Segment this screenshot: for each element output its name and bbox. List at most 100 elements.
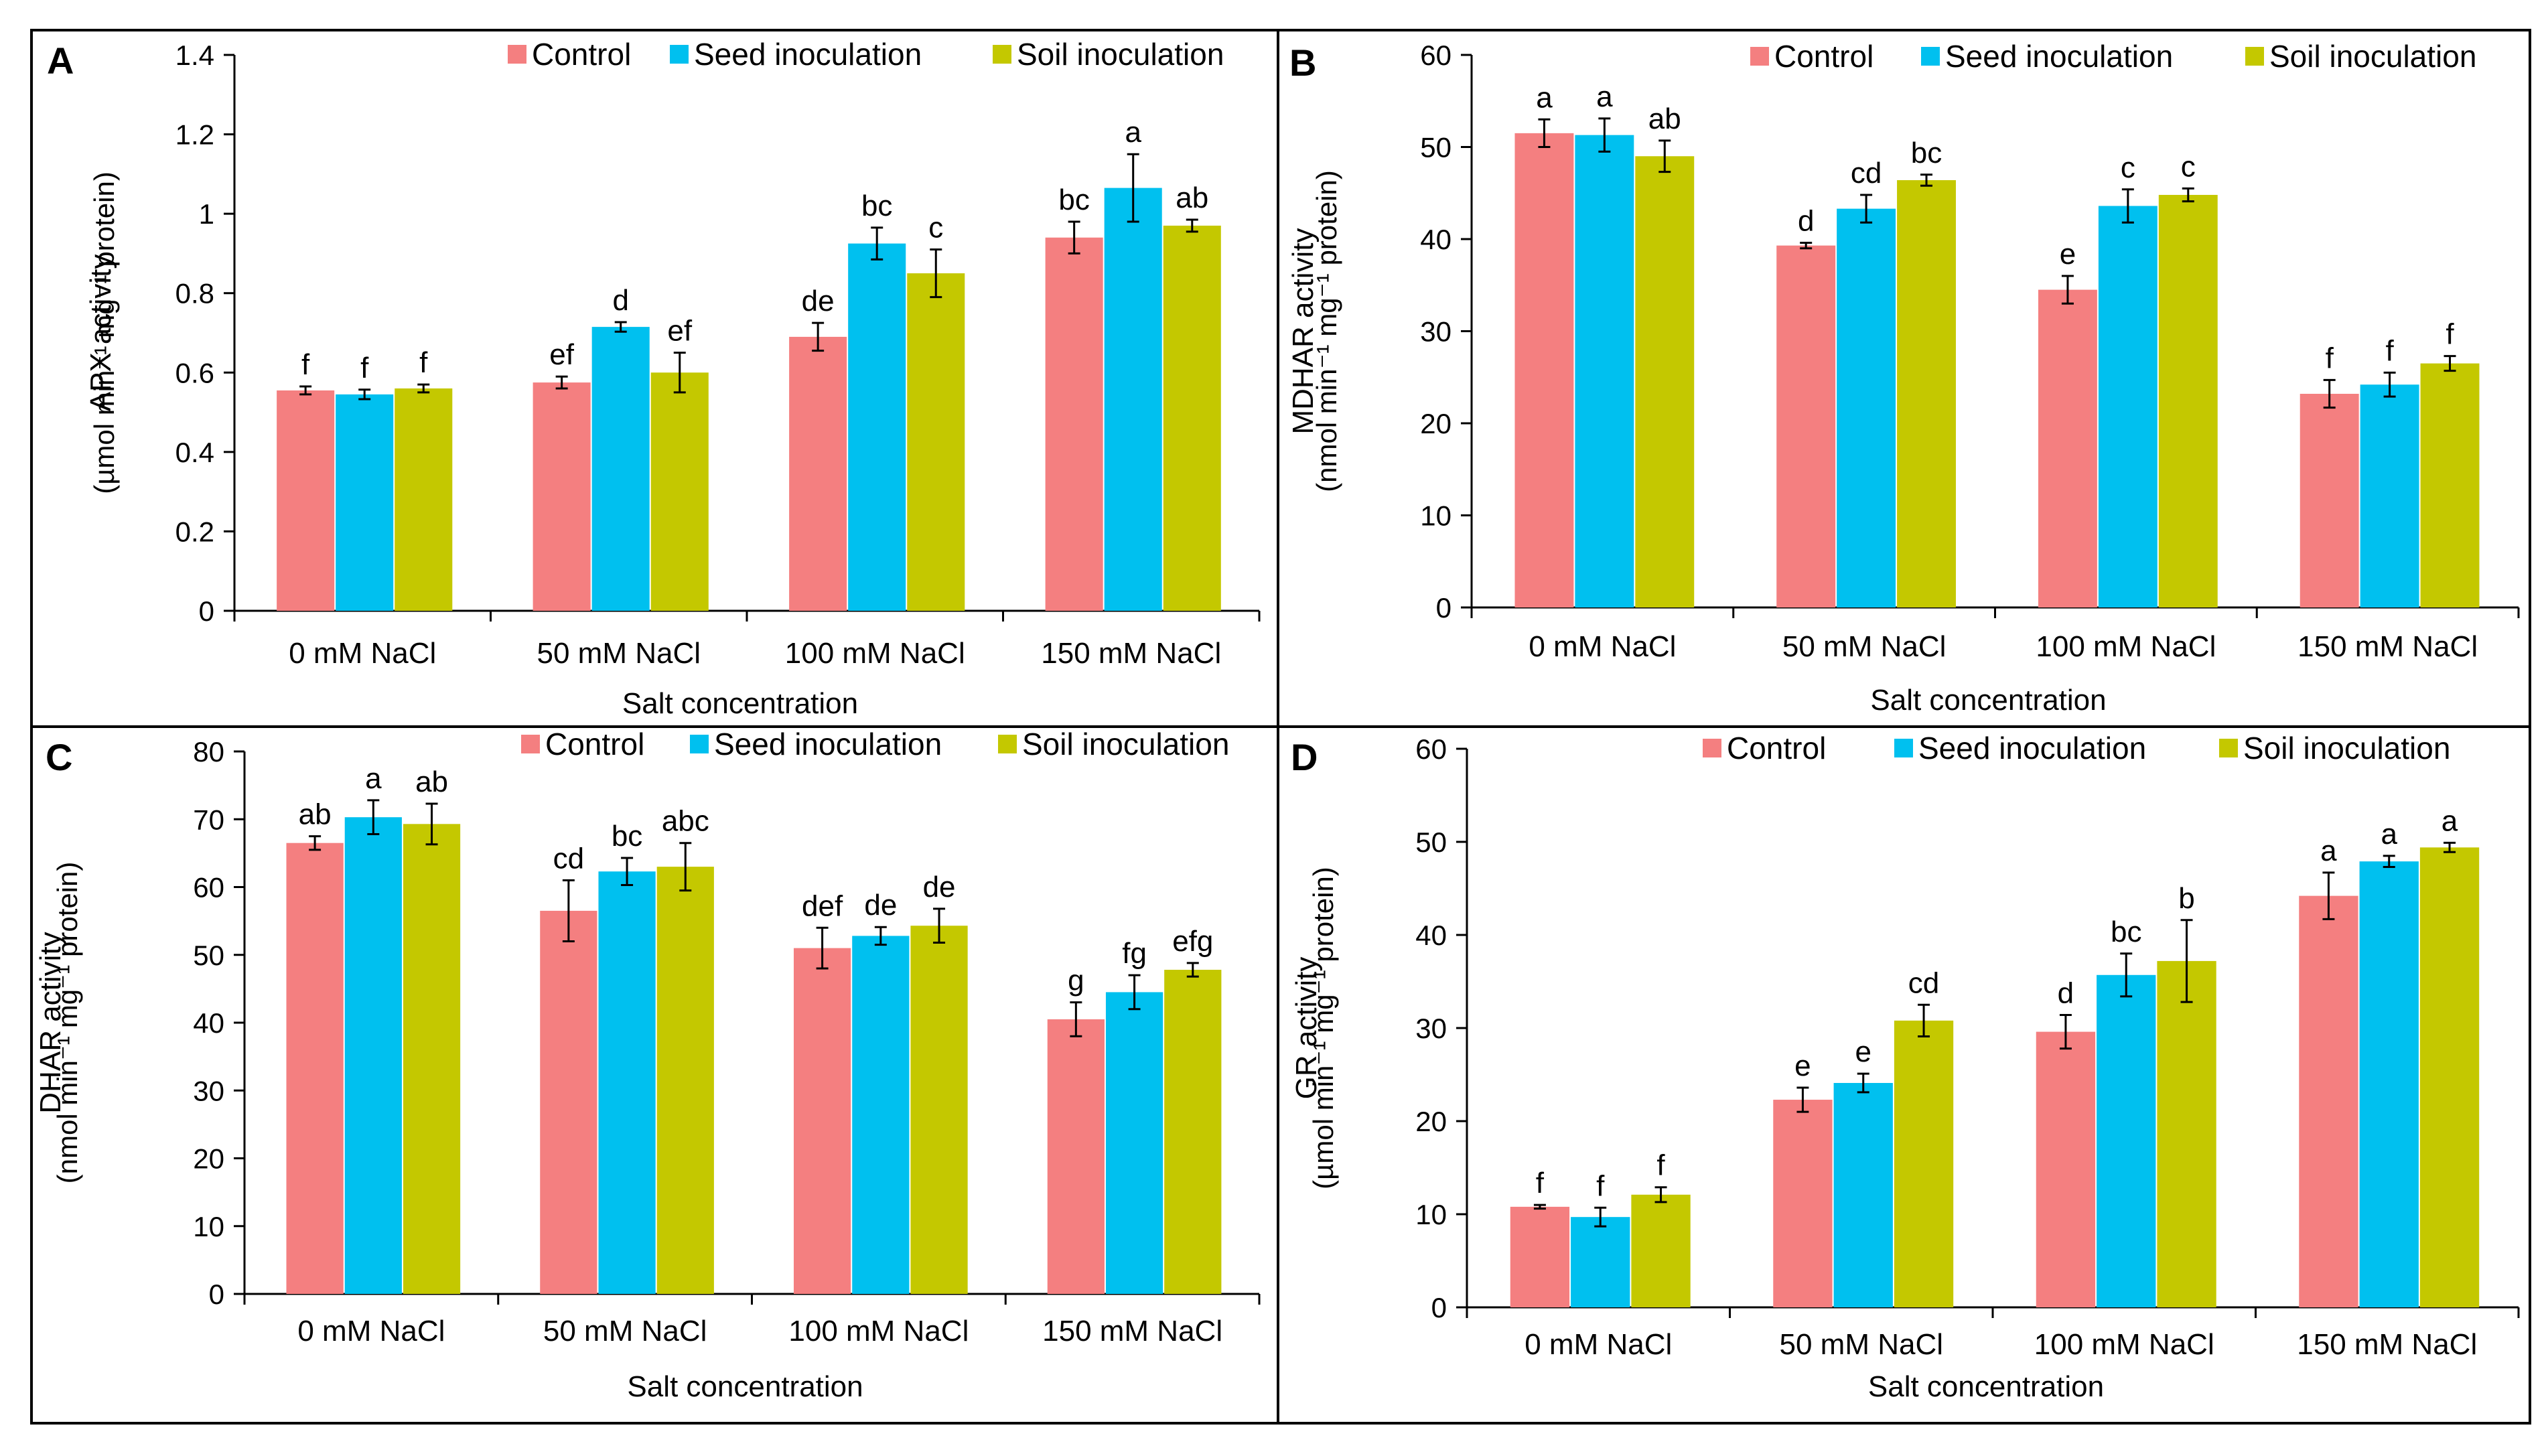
y-tick-label: 60 — [1420, 40, 1452, 71]
x-category-label: 50 mM NaCl — [1782, 630, 1947, 663]
y-axis-unit: (nmol min⁻¹ mg⁻¹ protein) — [1311, 170, 1342, 492]
significance-letter: fg — [1122, 937, 1147, 970]
x-axis-title: Salt concentration — [1868, 1370, 2104, 1403]
legend-label: Control — [545, 727, 644, 761]
y-tick-label: 20 — [1415, 1106, 1447, 1137]
y-axis-title: DHAR activity — [34, 932, 67, 1113]
significance-letter: e — [1855, 1035, 1871, 1068]
significance-letter: cd — [1851, 157, 1882, 190]
bar-seed-inoculation — [598, 871, 656, 1294]
legend-label: Seed inoculation — [1918, 731, 2146, 766]
bar-seed-inoculation — [2097, 974, 2156, 1307]
y-tick-label: 0.4 — [175, 437, 214, 468]
y-tick-label: 50 — [193, 940, 224, 971]
y-axis-title: MDHAR activity — [1287, 228, 1320, 434]
bar-seed-inoculation — [2359, 861, 2419, 1307]
x-category-label: 150 mM NaCl — [1042, 1315, 1222, 1348]
significance-letter: ab — [1648, 102, 1681, 135]
x-category-label: 0 mM NaCl — [297, 1315, 445, 1348]
significance-letter: f — [301, 348, 310, 381]
bar-soil-inoculation — [1164, 970, 1222, 1294]
y-tick-label: 60 — [193, 872, 224, 903]
legend-swatch — [508, 45, 526, 64]
significance-letter: de — [802, 285, 835, 317]
legend-label: Seed inoculation — [714, 727, 942, 761]
significance-letter: ab — [415, 766, 448, 798]
y-tick-label: 20 — [193, 1143, 224, 1175]
significance-letter: f — [2446, 318, 2454, 351]
bar-control — [2038, 289, 2097, 607]
y-tick-label: 30 — [1415, 1013, 1447, 1044]
panel-c-dhar-chart: C 0 10 20 30 40 50 60 70 80 0 mM NaCl 50 mM NaCl 100… — [34, 727, 1261, 1403]
panel-letter: C — [46, 736, 72, 778]
y-tick-label: 0 — [1431, 1292, 1447, 1323]
x-axis-title: Salt concentration — [627, 1370, 863, 1403]
bar-soil-inoculation — [1635, 156, 1695, 607]
significance-letter: d — [1798, 205, 1814, 238]
y-tick-label: 0 — [199, 595, 214, 627]
legend-swatch — [670, 45, 689, 64]
bar-control — [1047, 1019, 1105, 1294]
significance-letter: def — [802, 889, 843, 922]
y-tick-label: 70 — [193, 804, 224, 835]
significance-letter: a — [365, 762, 382, 795]
legend-swatch — [1703, 739, 1721, 757]
x-axis-title: Salt concentration — [622, 687, 858, 720]
bar-seed-inoculation — [344, 817, 402, 1294]
bar-soil-inoculation — [1897, 180, 1956, 607]
bar-soil-inoculation — [1163, 225, 1221, 611]
significance-letter: de — [864, 889, 897, 922]
y-tick-label: 0.8 — [175, 278, 214, 309]
y-tick-label: 80 — [193, 736, 224, 768]
significance-letter: e — [2060, 238, 2076, 271]
significance-letter: c — [2121, 151, 2135, 184]
significance-letter: d — [612, 284, 628, 317]
bar-soil-inoculation — [650, 372, 709, 611]
significance-letter: efg — [1172, 925, 1213, 958]
significance-letter: f — [419, 346, 428, 379]
significance-letter: f — [1536, 1167, 1545, 1199]
significance-letter: a — [2320, 834, 2337, 867]
significance-letter: ab — [299, 798, 332, 831]
x-category-label: 150 mM NaCl — [2297, 630, 2478, 663]
y-tick-label: 0.2 — [175, 516, 214, 547]
bar-seed-inoculation — [848, 243, 906, 611]
y-tick-label: 50 — [1420, 132, 1452, 163]
legend-swatch — [2245, 47, 2264, 66]
bar-seed-inoculation — [1105, 992, 1163, 1294]
panel-letter: B — [1289, 42, 1316, 84]
y-axis-unit: (nmol min⁻¹ mg⁻¹ protein) — [52, 862, 83, 1184]
y-tick-label: 30 — [193, 1075, 224, 1106]
significance-letter: bc — [612, 820, 642, 853]
bar-control — [1510, 1206, 1570, 1307]
bar-seed-inoculation — [1837, 208, 1896, 607]
x-category-label: 0 mM NaCl — [1529, 630, 1676, 663]
significance-letter: f — [2326, 342, 2334, 374]
bar-control — [1514, 133, 1574, 607]
significance-letter: ef — [667, 315, 692, 348]
x-category-label: 0 mM NaCl — [1525, 1328, 1672, 1361]
legend-swatch — [1750, 47, 1769, 66]
bar-control — [2299, 895, 2358, 1307]
x-category-label: 150 mM NaCl — [2297, 1328, 2477, 1361]
significance-letter: a — [2442, 804, 2458, 837]
bar-control — [277, 390, 335, 611]
legend-swatch — [1894, 739, 1913, 757]
significance-letter: c — [2181, 150, 2196, 183]
bar-seed-inoculation — [1575, 135, 1634, 607]
x-category-label: 0 mM NaCl — [289, 637, 436, 670]
significance-letter: bc — [1058, 184, 1089, 216]
y-tick-label: 20 — [1420, 408, 1452, 439]
figure-frame — [30, 29, 2531, 1425]
bar-control — [533, 382, 591, 611]
bar-soil-inoculation — [2419, 847, 2480, 1307]
bar-soil-inoculation — [403, 824, 461, 1294]
y-tick-label: 1.2 — [175, 119, 214, 151]
significance-letter: c — [928, 212, 943, 244]
legend-label: Soil inoculation — [2269, 39, 2476, 74]
panel-d-gr-chart: D 0 10 20 30 40 50 60 0 mM NaCl 50 mM NaCl 100 mM … — [1290, 731, 2520, 1403]
significance-letter: d — [2058, 977, 2074, 1010]
significance-letter: bc — [861, 190, 892, 222]
bar-seed-inoculation — [852, 936, 910, 1294]
x-category-label: 50 mM NaCl — [1780, 1328, 1944, 1361]
